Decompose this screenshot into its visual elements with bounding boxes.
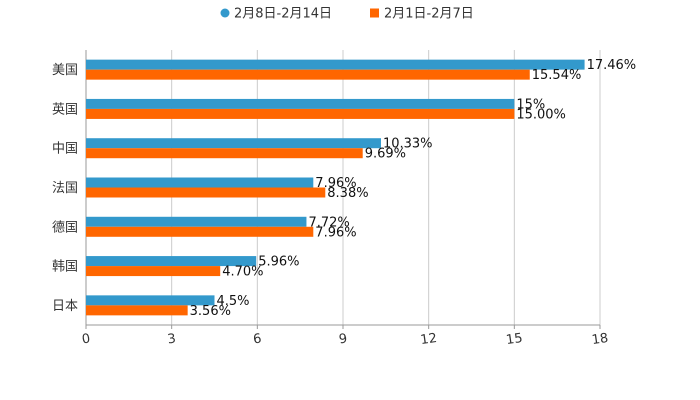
bar-feb1-7-4[interactable] <box>86 226 314 237</box>
legend-marker-1 <box>370 8 379 18</box>
data-label: 4.5% <box>217 294 250 309</box>
legend: 2月8日-2月14日 2月1日-2月7日 <box>220 7 474 22</box>
category-label: 法国 <box>52 181 78 196</box>
bar-feb1-7-3[interactable] <box>86 187 326 198</box>
data-label: 17.46% <box>587 58 637 73</box>
data-label: 4.70% <box>222 265 263 280</box>
bar-feb8-14-1[interactable] <box>86 98 515 109</box>
category-label: 中国 <box>52 142 78 157</box>
bar-feb8-14-4[interactable] <box>86 216 307 227</box>
data-label: 8.38% <box>327 186 368 201</box>
bar-feb8-14-2[interactable] <box>86 138 381 149</box>
bar-feb1-7-2[interactable] <box>86 148 363 159</box>
category-label: 德国 <box>52 220 78 235</box>
bars: 17.46%15.54%15%15.00%10.33%9.69%7.96%8.3… <box>86 58 636 319</box>
data-label: 3.56% <box>190 304 231 319</box>
data-label: 15.00% <box>516 107 566 122</box>
x-tick-label: 18 <box>591 331 609 348</box>
data-label: 7.96% <box>315 225 356 240</box>
bar-feb8-14-3[interactable] <box>86 177 314 188</box>
data-label: 15% <box>516 97 545 112</box>
data-label: 9.69% <box>365 147 406 162</box>
legend-marker-0 <box>220 8 230 18</box>
data-label: 10.33% <box>383 137 433 152</box>
category-label: 美国 <box>52 63 78 78</box>
bar-feb1-7-0[interactable] <box>86 69 530 80</box>
data-label: 15.54% <box>532 68 582 83</box>
data-label: 5.96% <box>258 255 299 270</box>
legend-label-1[interactable]: 2月1日-2月7日 <box>384 7 474 22</box>
bar-feb1-7-5[interactable] <box>86 266 221 277</box>
category-label: 韩国 <box>52 260 78 275</box>
bar-feb8-14-5[interactable] <box>86 256 257 267</box>
x-tick-label: 3 <box>167 331 177 347</box>
x-tick-label: 12 <box>419 331 437 348</box>
x-tick-label: 9 <box>338 331 348 347</box>
bar-feb1-7-1[interactable] <box>86 108 515 119</box>
x-axis-ticks: 0 3 6 9 12 15 18 <box>81 325 609 348</box>
bar-feb1-7-6[interactable] <box>86 305 188 316</box>
category-label: 日本 <box>52 299 78 314</box>
legend-label-0[interactable]: 2月8日-2月14日 <box>234 7 332 22</box>
x-tick-label: 0 <box>81 331 91 347</box>
data-label: 7.96% <box>315 176 356 191</box>
category-label: 英国 <box>52 102 78 117</box>
bar-feb8-14-0[interactable] <box>86 59 585 70</box>
data-label: 7.72% <box>308 215 349 230</box>
gridlines <box>85 50 601 326</box>
x-tick-label: 6 <box>252 331 262 347</box>
bar-feb8-14-6[interactable] <box>86 295 215 306</box>
x-tick-label: 15 <box>505 331 523 348</box>
